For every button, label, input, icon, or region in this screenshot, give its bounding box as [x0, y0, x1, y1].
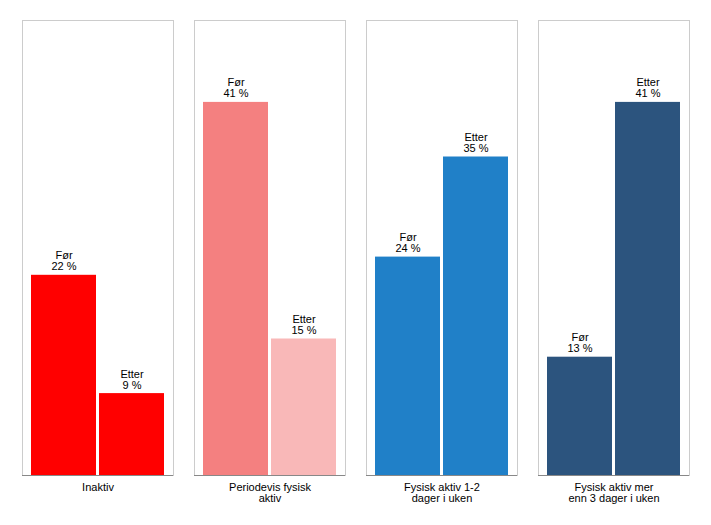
svg-text:Fysisk aktiv merenn 3 dager i: Fysisk aktiv merenn 3 dager i uken	[568, 481, 659, 504]
svg-text:Inaktiv: Inaktiv	[82, 481, 114, 493]
svg-text:Etter9 %: Etter9 %	[120, 368, 144, 391]
svg-text:Etter41 %: Etter41 %	[635, 76, 660, 99]
svg-text:Etter35 %: Etter35 %	[463, 131, 488, 154]
svg-text:Før22 %: Før22 %	[51, 249, 76, 272]
svg-text:Før24 %: Før24 %	[395, 231, 420, 254]
svg-text:Fysisk aktiv 1-2dager i uken: Fysisk aktiv 1-2dager i uken	[404, 481, 480, 504]
svg-text:Før13 %: Før13 %	[567, 331, 592, 354]
svg-text:Periodevis fysiskaktiv: Periodevis fysiskaktiv	[229, 481, 311, 504]
svg-text:Før41 %: Før41 %	[223, 76, 248, 99]
svg-text:Etter15 %: Etter15 %	[291, 313, 316, 336]
